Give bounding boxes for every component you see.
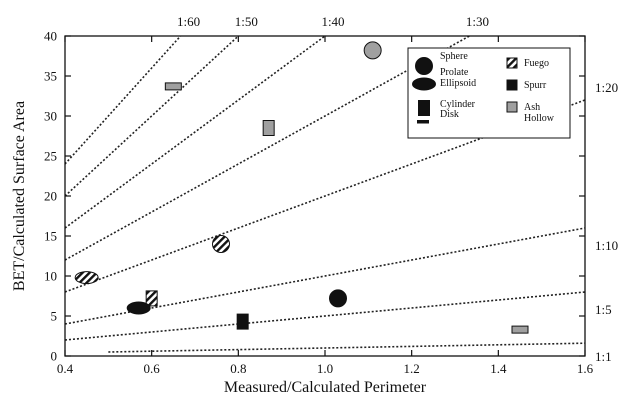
ratio-line-1-1 <box>108 342 585 353</box>
legend-swatch-spurr <box>506 79 518 91</box>
data-points <box>74 41 529 334</box>
legend-item-fuego: Fuego <box>506 57 549 69</box>
x-tick-label: 0.6 <box>144 361 161 376</box>
legend-swatch-disk <box>417 120 429 124</box>
legend-label: Sphere <box>440 51 468 62</box>
ratio-label-1-50: 1:50 <box>235 14 258 29</box>
legend-label: Disk <box>440 109 459 120</box>
y-tick-label: 15 <box>44 229 57 244</box>
ratio-line-1-5 <box>65 291 585 341</box>
ratio-line-1-50 <box>65 36 240 197</box>
y-tick-label: 10 <box>44 269 57 284</box>
data-point-ash-hollow-disk <box>511 325 529 334</box>
legend-swatch-ash-hollow <box>506 101 518 113</box>
ratio-label-1-30: 1:30 <box>466 14 489 29</box>
x-tick-label: 1.6 <box>577 361 594 376</box>
data-point-spurr-sphere <box>329 289 347 308</box>
legend-label: Prolate Ellipsoid <box>440 67 476 89</box>
legend-label: Fuego <box>524 58 549 69</box>
y-tick-label: 30 <box>44 109 57 124</box>
ratio-line-1-30 <box>65 36 472 261</box>
data-point-spurr-prolate <box>126 301 151 315</box>
legend-item-cylinder: Cylinder <box>418 99 476 116</box>
data-point-fuego-cylinder <box>145 290 158 307</box>
legend-item-ash-hollow: Ash Hollow <box>506 101 555 124</box>
x-tick-label: 0.4 <box>57 361 74 376</box>
ratio-label-1-5: 1:5 <box>595 302 612 317</box>
legend-box <box>407 47 571 139</box>
data-point-ash-hollow-cylinder <box>262 120 275 136</box>
ratio-label-1-60: 1:60 <box>177 14 200 29</box>
x-tick-label: 0.8 <box>230 361 246 376</box>
data-point-spurr-cylinder <box>236 313 249 330</box>
x-tick-labels: 0.4 0.6 0.8 1.0 1.2 1.4 1.6 <box>57 361 594 376</box>
y-tick-label: 20 <box>44 189 57 204</box>
legend-item-prolate-ellipsoid: Prolate Ellipsoid <box>412 67 476 91</box>
ratio-label-1-10: 1:10 <box>595 238 618 253</box>
y-tick-label: 25 <box>44 149 57 164</box>
ratio-line-1-10 <box>65 227 585 325</box>
legend-label: Cylinder <box>440 99 476 110</box>
y-tick-label: 35 <box>44 69 57 84</box>
x-axis-label: Measured/Calculated Perimeter <box>224 379 427 396</box>
ratio-label-1-40: 1:40 <box>321 14 344 29</box>
ratio-labels: 1:60 1:50 1:40 1:30 1:20 1:10 1:5 1:1 <box>177 14 618 364</box>
legend-item-spurr: Spurr <box>506 79 547 91</box>
x-tick-label: 1.4 <box>490 361 507 376</box>
ratio-line-1-60 <box>65 36 182 165</box>
y-tick-labels: 0 5 10 15 20 25 30 35 40 <box>44 29 57 364</box>
legend-label: Spurr <box>524 80 547 91</box>
legend-swatch-cylinder <box>418 100 430 116</box>
data-point-fuego-sphere <box>212 235 230 253</box>
y-axis-label: BET/Calculated Surface Area <box>11 101 28 291</box>
data-point-ash-hollow-disk <box>164 82 182 91</box>
legend-label: Ash Hollow <box>524 102 555 124</box>
legend-swatch-fuego <box>506 57 518 69</box>
axis-ticks <box>64 35 586 357</box>
x-tick-label: 1.2 <box>404 361 420 376</box>
x-tick-label: 1.0 <box>317 361 333 376</box>
y-tick-label: 0 <box>51 349 58 364</box>
legend-item-sphere: Sphere <box>415 51 468 75</box>
y-tick-label: 5 <box>51 309 58 324</box>
legend-swatch-prolate <box>412 77 436 91</box>
ratio-label-1-1: 1:1 <box>595 349 612 364</box>
legend-swatch-sphere <box>415 57 433 75</box>
data-point-fuego-prolate <box>74 271 99 285</box>
y-tick-label: 40 <box>44 29 57 44</box>
ratio-label-1-20: 1:20 <box>595 80 618 95</box>
data-point-ash-hollow-sphere <box>363 41 382 60</box>
legend-item-disk: Disk <box>417 109 459 124</box>
